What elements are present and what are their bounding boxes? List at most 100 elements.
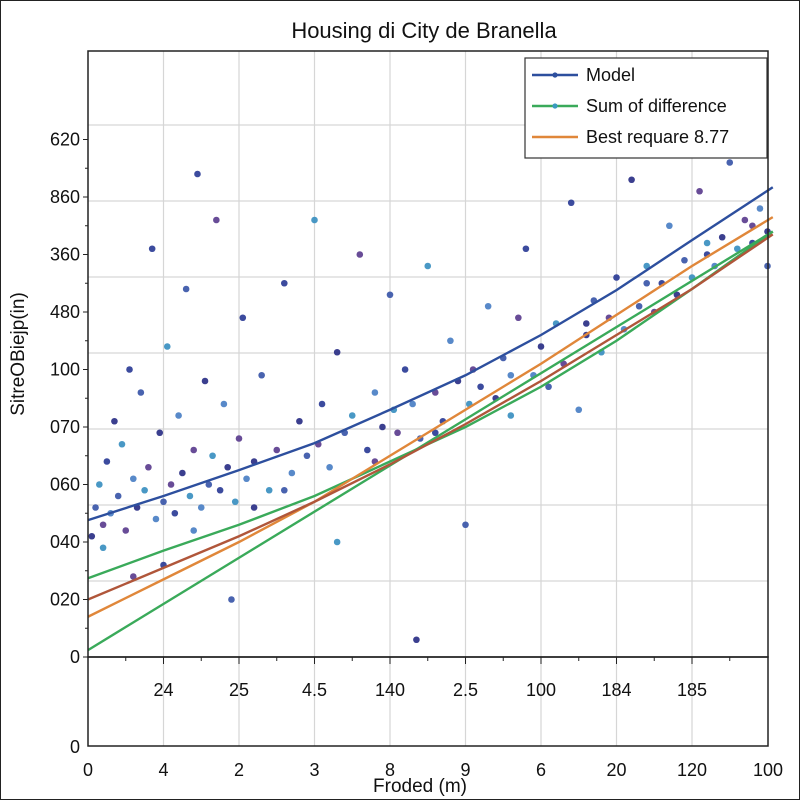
legend-label: Best requare 8.77 [586, 127, 729, 147]
y-tick-label: 620 [50, 130, 80, 150]
scatter-point [303, 452, 311, 460]
scatter-point [318, 400, 326, 408]
scatter-point [179, 469, 186, 477]
legend-label: Model [586, 65, 635, 85]
scatter-point [111, 417, 118, 425]
x-bottom-tick-label: 120 [677, 760, 707, 780]
scatter-point [515, 314, 522, 322]
scatter-point [213, 216, 220, 224]
scatter-point [379, 423, 386, 431]
scatter-point [197, 504, 205, 511]
scatter-point [118, 440, 126, 448]
scatter-point [182, 285, 190, 293]
scatter-point [583, 320, 590, 327]
x-top-tick-label: 2.5 [453, 680, 478, 700]
scatter-point [201, 377, 209, 385]
scatter-point [364, 446, 371, 454]
lower-strip-y-label: 0 [70, 737, 80, 757]
scatter-point [734, 245, 741, 253]
x-top-tick-label: 140 [375, 680, 405, 700]
x-bottom-tick-label: 100 [753, 760, 783, 780]
scatter-point [326, 463, 333, 471]
scatter-point [145, 463, 152, 471]
x-bottom-tick-label: 0 [83, 760, 93, 780]
x-top-tick-label: 4.5 [302, 680, 327, 700]
scatter-point [281, 486, 288, 494]
scatter-point [171, 509, 179, 517]
scatter-point [156, 429, 164, 437]
fit-line [87, 230, 774, 652]
scatter-point [152, 515, 160, 523]
lower-strip-border [87, 656, 769, 747]
scatter-point [635, 302, 643, 310]
scatter-point [92, 504, 99, 511]
x-bottom-tick-label: 8 [385, 760, 395, 780]
scatter-point [209, 452, 216, 460]
scatter-point [575, 406, 583, 414]
scatter-point [401, 366, 409, 373]
x-top-tick-label: 185 [677, 680, 707, 700]
scatter-point [114, 492, 122, 500]
scatter-point [99, 521, 107, 529]
scatter-point [243, 475, 250, 483]
scatter-point [681, 256, 688, 264]
scatter-point [394, 429, 401, 437]
y-tick-label: 860 [50, 187, 80, 207]
y-tick-label: 060 [50, 475, 80, 495]
scatter-point [356, 251, 364, 258]
scatter-point [224, 463, 231, 471]
y-tick-label: 100 [50, 360, 80, 380]
scatter-point [703, 239, 711, 247]
scatter-point [666, 222, 673, 230]
scatter-point [231, 498, 239, 506]
x-bottom-tick-label: 4 [158, 760, 168, 780]
scatter-point [281, 279, 288, 287]
y-tick-label: 040 [50, 532, 80, 552]
line-model-line [87, 186, 774, 522]
scatter-point [137, 389, 145, 396]
scatter-point [296, 417, 303, 425]
scatter-point [545, 383, 552, 391]
scatter-point [756, 205, 764, 212]
scatter-point [228, 596, 235, 603]
legend-label: Sum of difference [586, 96, 727, 116]
y-axis-label: SitreOBiejp(in) [8, 292, 29, 416]
scatter-point [696, 187, 703, 195]
scatter-point [507, 371, 515, 379]
scatter-point [175, 412, 182, 419]
scatter-point [190, 527, 197, 534]
scatter-point [148, 245, 156, 253]
scatter-point [726, 159, 734, 166]
scatter-point [424, 262, 432, 270]
scatter-point [258, 371, 265, 379]
y-tick-label: 070 [50, 417, 80, 437]
scatter-point [99, 544, 107, 552]
scatter-point [371, 389, 379, 396]
fit-line [87, 216, 774, 618]
scatter-point [484, 302, 492, 310]
scatter-point [477, 383, 484, 391]
scatter-point [537, 343, 545, 350]
scatter-point [130, 573, 137, 580]
scatter-point [432, 429, 439, 437]
x-bottom-tick-label: 3 [309, 760, 319, 780]
scatter-point [333, 538, 341, 546]
scatter-point [628, 176, 635, 184]
scatter-point [103, 458, 111, 465]
scatter-point [220, 400, 228, 408]
scatter-point [288, 469, 296, 477]
chart-title: Housing di City de Branella [291, 18, 557, 43]
scatter-point [522, 245, 530, 253]
scatter-point [216, 486, 224, 494]
x-bottom-tick-label: 6 [536, 760, 546, 780]
scatter-point [186, 492, 194, 500]
scatter-point [167, 481, 175, 488]
y-tick-label: 020 [50, 590, 80, 610]
scatter-point [348, 412, 356, 419]
scatter-point [205, 481, 213, 488]
legend: Model Sum of difference Best requare 8.77 [524, 57, 768, 159]
x-top-tick-label: 25 [229, 680, 249, 700]
scatter-point [409, 400, 416, 408]
